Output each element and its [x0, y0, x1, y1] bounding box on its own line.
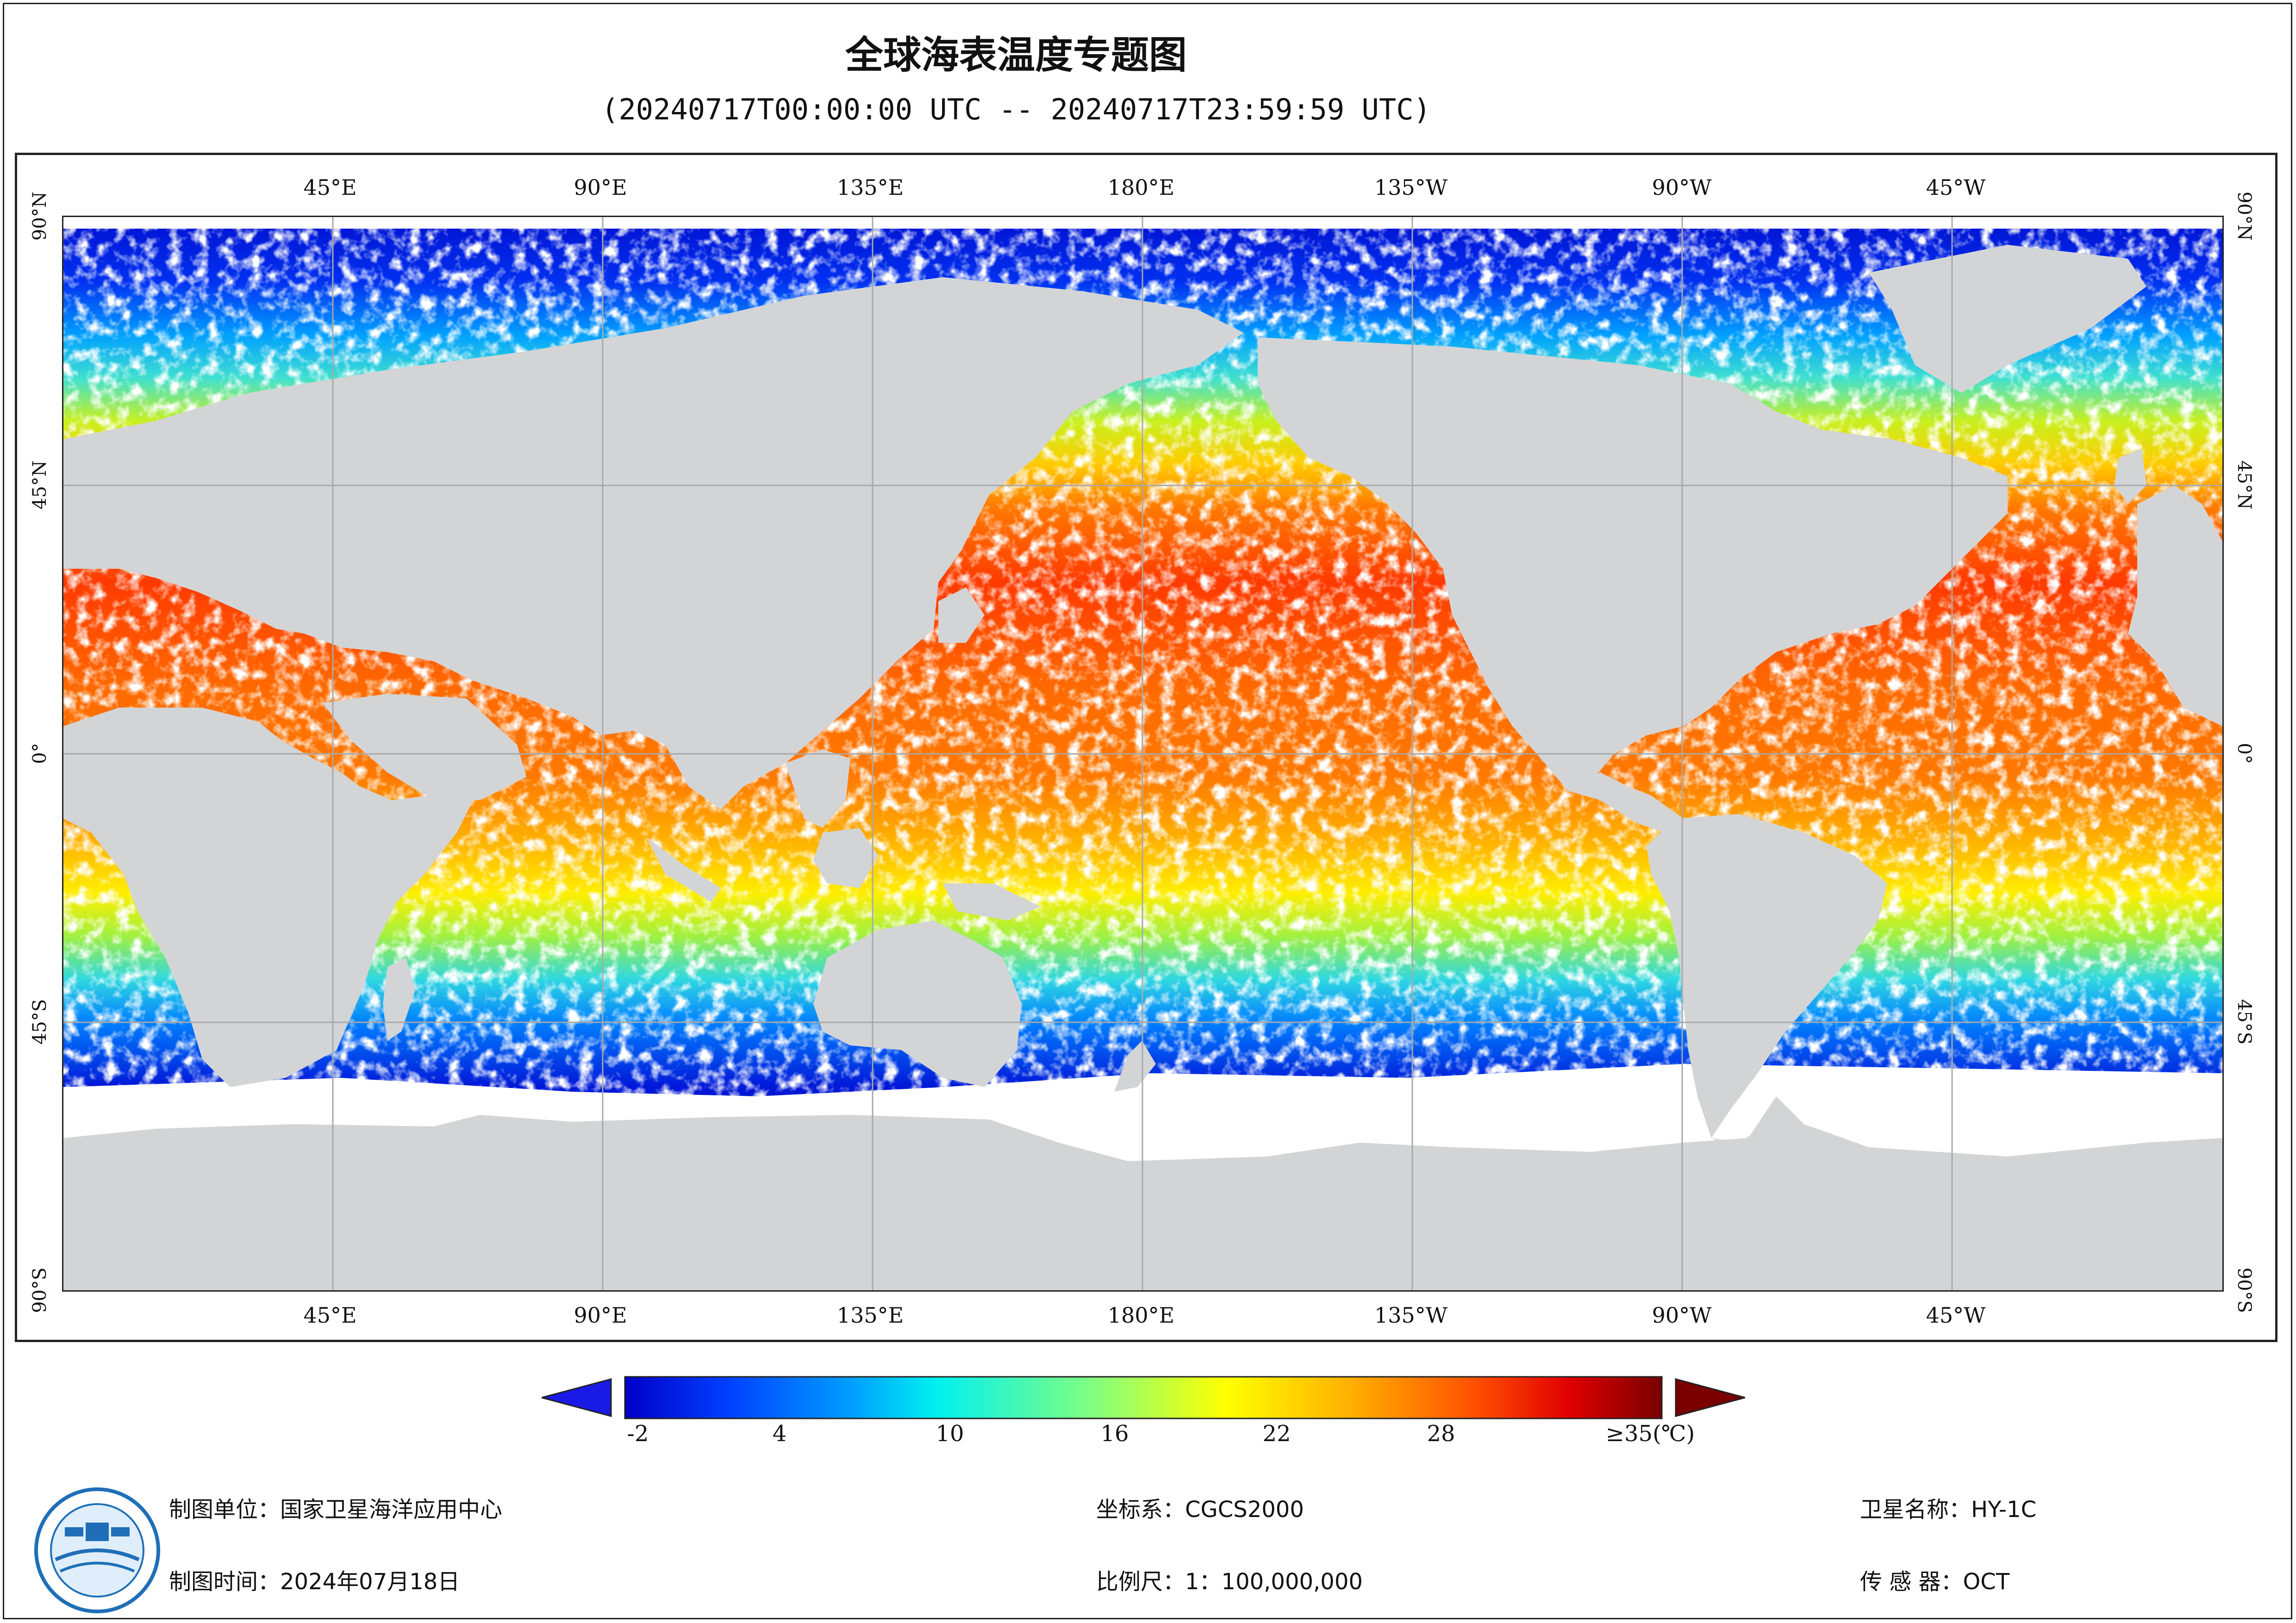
australia-land: [813, 920, 1022, 1087]
lon-label-top: 135°E: [836, 175, 904, 200]
eurasia-land: [63, 277, 1244, 809]
indochina-land: [786, 749, 850, 828]
north-america-land: [1258, 337, 2008, 791]
graticule: [63, 217, 2222, 1290]
lon-label-bottom: 45°W: [1926, 1303, 1986, 1328]
lat-label-left: 45°N: [29, 460, 50, 510]
lat-label-left: 90°N: [29, 192, 50, 241]
lon-label-bottom: 45°E: [303, 1303, 357, 1328]
sst-map[interactable]: [62, 216, 2224, 1292]
lon-label-bottom: 135°W: [1374, 1303, 1448, 1328]
footer-crs: 坐标系：CGCS2000: [1096, 1497, 1304, 1523]
lat-label-left: 0°: [29, 743, 50, 764]
lon-label-top: 90°W: [1652, 175, 1712, 200]
map-time-range: (20240717T00:00:00 UTC -- 20240717T23:59…: [601, 93, 1431, 126]
colorbar-tick: 4: [772, 1421, 787, 1447]
europe-west-land: [2128, 485, 2222, 726]
lat-label-left: 45°S: [29, 999, 50, 1045]
greenland-land: [1869, 245, 2146, 393]
south-america-land: [1647, 814, 1887, 1138]
borneo-land: [813, 828, 878, 888]
colorbar-tick: 22: [1262, 1421, 1291, 1447]
colorbar-under-triangle: [539, 1378, 612, 1417]
colorbar-tick: 10: [936, 1421, 964, 1447]
footer-org: 制图单位：国家卫星海洋应用中心: [169, 1497, 503, 1523]
lat-label-right: 45°S: [2234, 999, 2255, 1045]
arabia-land: [323, 694, 526, 800]
map-frame: [15, 153, 2277, 1342]
nsoas-logo: [32, 1486, 162, 1615]
lon-label-bottom: 90°W: [1652, 1303, 1712, 1328]
new-zealand-land: [1114, 1041, 1156, 1092]
sst-colorbar: [539, 1370, 1748, 1462]
footer-sensor: 传 感 器：OCT: [1860, 1569, 2010, 1595]
footer-date: 制图时间：2024年07月18日: [169, 1569, 460, 1595]
footer-scale: 比例尺：1：100,000,000: [1096, 1569, 1363, 1595]
madagascar-land: [383, 958, 415, 1041]
colorbar-tick: ≥35(℃): [1605, 1421, 1695, 1447]
lon-label-top: 45°E: [303, 175, 357, 200]
africa-land: [63, 708, 480, 1087]
lon-label-bottom: 180°E: [1107, 1303, 1175, 1328]
lat-label-right: 90°S: [2234, 1267, 2255, 1313]
uk-land: [2114, 448, 2146, 504]
footer-satellite: 卫星名称：HY-1C: [1860, 1497, 2037, 1523]
colorbar-tick: -2: [627, 1421, 649, 1447]
sumatra-land: [647, 837, 721, 902]
lon-label-top: 45°W: [1926, 175, 1986, 200]
new-guinea-land: [943, 883, 1040, 920]
lat-label-left: 90°S: [29, 1267, 50, 1313]
lon-label-top: 180°E: [1107, 175, 1175, 200]
lon-label-bottom: 90°E: [574, 1303, 627, 1328]
page-border: [3, 3, 2292, 1619]
central-america-land: [1568, 772, 1684, 833]
antarctic-peninsula-land: [1711, 1124, 1767, 1157]
lat-label-right: 45°N: [2234, 460, 2255, 510]
colorbar-over-triangle: [1675, 1378, 1748, 1417]
lat-label-right: 0°: [2234, 743, 2255, 764]
lon-label-top: 135°W: [1374, 175, 1448, 200]
colorbar-tick: 16: [1100, 1421, 1129, 1447]
lon-label-top: 90°E: [574, 175, 627, 200]
lat-label-right: 90°N: [2234, 192, 2255, 241]
map-title: 全球海表温度专题图: [845, 33, 1187, 77]
colorbar-gradient: [624, 1376, 1663, 1419]
japan-land: [938, 587, 985, 643]
lon-label-bottom: 135°E: [836, 1303, 904, 1328]
colorbar-tick: 28: [1427, 1421, 1455, 1447]
